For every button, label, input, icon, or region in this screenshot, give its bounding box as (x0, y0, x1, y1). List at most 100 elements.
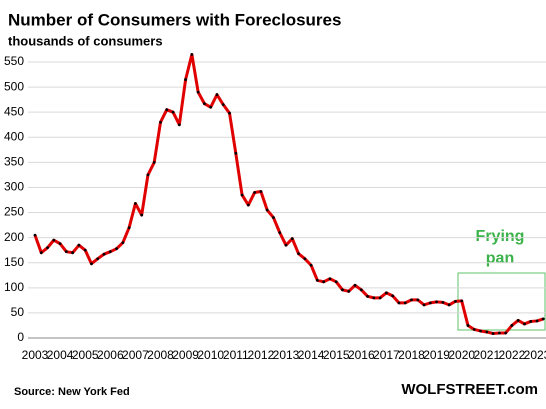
point (403, 301, 407, 305)
point (265, 208, 269, 212)
point (64, 250, 68, 254)
point (190, 53, 194, 56)
point (96, 257, 100, 261)
point (397, 301, 401, 305)
x-tick-label: 2008 (147, 348, 174, 362)
point (102, 252, 106, 256)
x-tick-label: 2012 (248, 348, 275, 362)
point (196, 90, 200, 94)
point (246, 203, 250, 207)
x-tick-label: 2011 (223, 348, 249, 362)
point (52, 238, 56, 242)
point (253, 191, 257, 194)
point (140, 213, 144, 217)
x-tick-label: 2007 (122, 348, 149, 362)
point (378, 296, 382, 300)
point (510, 324, 514, 327)
x-tick-label: 2021 (473, 348, 500, 362)
point (441, 300, 445, 304)
y-tick-label: 500 (4, 79, 24, 93)
point (428, 301, 432, 305)
point (322, 280, 326, 284)
point (108, 250, 112, 254)
x-tick-label: 2005 (72, 348, 99, 362)
point (485, 330, 489, 334)
x-tick-label: 2018 (398, 348, 425, 362)
point (309, 263, 313, 267)
point (504, 331, 508, 335)
point (127, 226, 131, 230)
x-tick-label: 2014 (298, 348, 325, 362)
point (221, 103, 225, 107)
point (297, 252, 300, 256)
point (416, 298, 420, 302)
point (272, 216, 275, 219)
x-tick-label: 2016 (348, 348, 375, 362)
point (391, 294, 395, 298)
point (203, 102, 206, 106)
point (177, 123, 181, 127)
point (209, 105, 213, 109)
x-tick-label: 2015 (323, 348, 350, 362)
point (303, 257, 307, 261)
point (77, 243, 81, 247)
point (315, 278, 319, 282)
x-tick-label: 2023 (524, 348, 546, 362)
annotation: Frying (476, 228, 525, 245)
point (290, 237, 294, 241)
point (278, 231, 282, 235)
point (460, 299, 464, 303)
y-tick-label: 400 (4, 129, 24, 143)
point (454, 299, 457, 303)
point (422, 303, 426, 307)
point (347, 289, 351, 293)
point (410, 298, 413, 302)
y-tick-label: 0 (17, 330, 24, 344)
y-tick-label: 200 (4, 230, 24, 244)
point (334, 280, 338, 284)
point (366, 294, 369, 298)
point (46, 246, 49, 250)
x-tick-label: 2009 (172, 348, 199, 362)
point (115, 247, 118, 251)
point (121, 241, 125, 245)
point (39, 251, 43, 255)
point (491, 332, 495, 335)
point (372, 296, 376, 300)
y-tick-label: 250 (4, 205, 24, 219)
point (328, 277, 332, 281)
point (71, 251, 75, 255)
point (171, 110, 175, 114)
point (479, 329, 482, 333)
x-tick-label: 2010 (197, 348, 224, 362)
x-tick-label: 2022 (499, 348, 526, 362)
y-tick-label: 100 (4, 280, 24, 294)
y-tick-label: 50 (11, 305, 25, 319)
y-tick-label: 150 (4, 255, 24, 269)
point (152, 160, 156, 164)
y-tick-label: 550 (4, 54, 24, 68)
point (435, 300, 438, 304)
y-tick-label: 300 (4, 180, 24, 194)
point (259, 190, 263, 193)
point (284, 243, 288, 247)
x-tick-label: 2017 (373, 348, 400, 362)
point (58, 242, 62, 246)
point (466, 324, 470, 327)
point (341, 288, 344, 292)
point (33, 233, 37, 237)
point (146, 173, 150, 177)
point (516, 319, 520, 322)
point (234, 151, 238, 155)
point (228, 111, 231, 115)
point (90, 262, 93, 266)
y-tick-label: 450 (4, 104, 24, 118)
chart-subtitle: thousands of consumers (8, 33, 163, 48)
x-tick-label: 2019 (423, 348, 450, 362)
y-tick-label: 350 (4, 155, 24, 169)
point (541, 317, 545, 321)
x-tick-label: 2013 (273, 348, 300, 362)
chart-title: Number of Consumers with Foreclosures (8, 10, 341, 29)
point (184, 78, 188, 81)
